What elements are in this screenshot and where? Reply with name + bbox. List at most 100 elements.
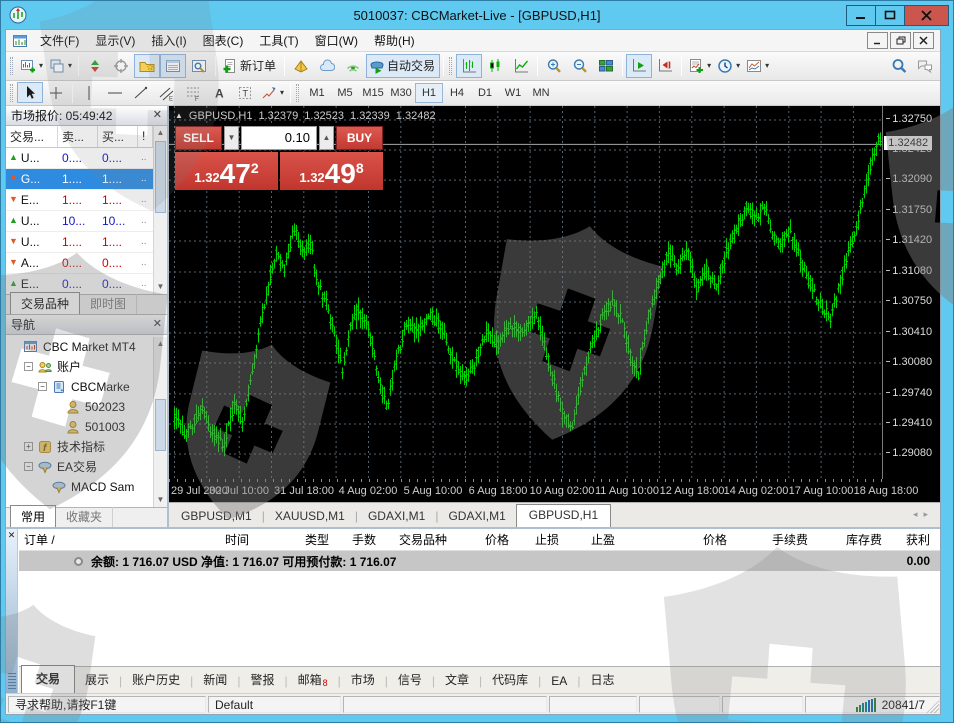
scroll-up-icon[interactable]: ▲ bbox=[156, 127, 165, 137]
terminal-tab-警报[interactable]: 警报 bbox=[250, 673, 275, 687]
mdi-restore-button[interactable] bbox=[890, 32, 911, 49]
toolbar-grip[interactable] bbox=[296, 83, 300, 102]
market-watch-row[interactable]: ▼ U... 1.... 1.... .. bbox=[6, 232, 153, 253]
metaeditor-button[interactable] bbox=[288, 54, 314, 78]
market-watch-row[interactable]: ▼ A... 0.... 0.... .. bbox=[6, 253, 153, 274]
volume-input[interactable]: 0.10 bbox=[241, 125, 317, 150]
new-order-button[interactable]: 新订单 bbox=[219, 54, 281, 78]
market-watch-button[interactable] bbox=[134, 53, 161, 78]
market-watch-tab[interactable]: 即时图 bbox=[80, 293, 138, 314]
resize-grip[interactable] bbox=[926, 700, 939, 713]
status-profile[interactable]: Default bbox=[208, 696, 341, 713]
navigator-node[interactable]: 502023 bbox=[6, 397, 153, 417]
timeframe-mn-button[interactable]: MN bbox=[532, 86, 550, 99]
navigator-node[interactable]: + f 技术指标 bbox=[6, 437, 153, 457]
navigator-node[interactable]: − 账户 bbox=[6, 357, 153, 377]
orders-column-header[interactable]: 止损 bbox=[534, 533, 559, 548]
timeframe-d1-button[interactable]: D1 bbox=[477, 86, 493, 99]
autotrading-button[interactable]: 自动交易 bbox=[366, 53, 441, 78]
chart-tab[interactable]: GDAXI,M1 bbox=[448, 509, 506, 524]
candlestick-chart[interactable] bbox=[169, 105, 883, 480]
chart-plot-area[interactable]: ▲ GBPUSD,H1 1.32379 1.32523 1.32339 1.32… bbox=[169, 105, 883, 480]
timeframe-m1-button[interactable]: M1 bbox=[309, 86, 325, 99]
terminal-tab-邮箱[interactable]: 邮箱 8 bbox=[297, 673, 328, 688]
market-watch-scrollbar[interactable]: ▲ ▼ bbox=[153, 125, 167, 294]
navigator-scrollbar[interactable]: ▲ ▼ bbox=[153, 336, 167, 508]
chart-tab[interactable]: XAUUSD,M1 bbox=[274, 509, 345, 524]
timeframe-m15-button[interactable]: M15 bbox=[362, 86, 384, 99]
hline-tool-button[interactable] bbox=[102, 82, 128, 103]
toolbar-grip[interactable] bbox=[449, 56, 453, 75]
toolbar-grip[interactable] bbox=[10, 56, 13, 75]
time-axis[interactable]: 29 Jul 2020 30 Jul 10:00 31 Jul 18:00 4 Aug… bbox=[169, 479, 940, 503]
timeframe-h4-button[interactable]: H4 bbox=[449, 86, 465, 99]
terminal-tab-交易[interactable]: 交易 bbox=[21, 665, 76, 693]
market-watch-tab[interactable]: 交易品种 bbox=[10, 291, 81, 314]
price-axis[interactable]: 1.327501.324201.320901.317501.314201.310… bbox=[882, 105, 940, 480]
menu-item-0[interactable]: 文件(F) bbox=[40, 34, 80, 48]
chart-shift-button[interactable] bbox=[652, 54, 678, 78]
crosshair-tool-button[interactable] bbox=[43, 82, 69, 103]
trendline-tool-button[interactable] bbox=[128, 82, 154, 103]
market-watch-row[interactable]: ▲ U... 10... 10... .. bbox=[6, 211, 153, 232]
new-chart-button[interactable]: ▾ bbox=[17, 54, 46, 78]
market-watch-row[interactable]: ▼ G... 1.... 1.... .. bbox=[6, 168, 153, 190]
close-button[interactable] bbox=[904, 4, 949, 26]
dropdown-arrow-icon[interactable]: ▾ bbox=[707, 61, 712, 71]
templates-button[interactable]: ▾ bbox=[743, 54, 772, 78]
search-button[interactable] bbox=[886, 54, 912, 78]
terminal-tab-EA[interactable]: EA bbox=[551, 674, 568, 688]
chart-tab[interactable]: GDAXI,M1 bbox=[367, 509, 426, 524]
menu-item-1[interactable]: 显示(V) bbox=[95, 34, 136, 48]
chart-tab[interactable]: GBPUSD,M1 bbox=[181, 509, 252, 524]
auto-scroll-button[interactable] bbox=[626, 53, 653, 78]
tree-expander-icon[interactable]: + bbox=[24, 442, 33, 452]
orders-column-header[interactable]: 订单 / bbox=[24, 533, 55, 548]
orders-column-header[interactable]: 止盈 bbox=[590, 533, 615, 548]
dropdown-arrow-icon[interactable]: ▾ bbox=[68, 61, 73, 71]
candlestick-button[interactable] bbox=[482, 54, 508, 78]
scroll-down-icon[interactable]: ▼ bbox=[156, 281, 165, 291]
menu-item-4[interactable]: 工具(T) bbox=[259, 34, 299, 48]
navigator-node[interactable]: MACD Sam bbox=[6, 477, 153, 497]
chart-tab-scroll-arrows[interactable]: ◂▸ bbox=[912, 509, 934, 520]
terminal-tab-日志[interactable]: 日志 bbox=[590, 673, 615, 687]
mdi-close-button[interactable] bbox=[913, 32, 934, 49]
menu-item-6[interactable]: 帮助(H) bbox=[373, 34, 415, 48]
tree-expander-icon[interactable]: − bbox=[24, 362, 33, 372]
dropdown-arrow-icon[interactable]: ▾ bbox=[765, 61, 770, 71]
indicators-button[interactable]: ▾ bbox=[685, 54, 714, 78]
market-watch-close-icon[interactable]: ✕ bbox=[152, 108, 162, 121]
market-watch-row[interactable]: ▲ U... 0.... 0.... .. bbox=[6, 148, 153, 169]
buy-button[interactable]: BUY bbox=[336, 125, 383, 150]
periods-button[interactable]: ▾ bbox=[714, 54, 743, 78]
menu-item-5[interactable]: 窗口(W) bbox=[314, 34, 358, 48]
navigator-node[interactable]: 501003 bbox=[6, 417, 153, 437]
terminal-tab-展示[interactable]: 展示 bbox=[85, 673, 110, 687]
terminal-tab-代码库[interactable]: 代码库 bbox=[492, 673, 529, 687]
sell-price-panel[interactable]: 1.32 47 2 bbox=[175, 151, 278, 190]
text-a-tool-button[interactable]: A bbox=[206, 82, 232, 103]
navigator-node[interactable]: − CBCMarke bbox=[6, 377, 153, 397]
sell-button[interactable]: SELL bbox=[175, 125, 222, 150]
navigator-node[interactable]: − EA交易 bbox=[6, 457, 153, 477]
cloud-button[interactable] bbox=[314, 54, 340, 78]
timeframe-m5-button[interactable]: M5 bbox=[337, 86, 353, 99]
tick-chart-button[interactable] bbox=[82, 54, 108, 78]
terminal-title-strip[interactable]: ✕ bbox=[6, 529, 18, 693]
terminal-tab-市场[interactable]: 市场 bbox=[350, 673, 375, 687]
zoom-out-button[interactable] bbox=[567, 54, 593, 78]
profiles-button[interactable]: ▾ bbox=[46, 54, 75, 78]
navigator-node[interactable]: CBC Market MT4 bbox=[6, 337, 153, 357]
dropdown-arrow-icon[interactable]: ▾ bbox=[39, 61, 44, 71]
minimize-button[interactable] bbox=[846, 4, 876, 26]
timeframe-h1-button[interactable]: H1 bbox=[415, 82, 444, 103]
cursor-tool-button[interactable] bbox=[17, 82, 43, 104]
channel-tool-button[interactable]: E bbox=[154, 82, 180, 103]
crosshair-target-button[interactable] bbox=[108, 54, 134, 78]
orders-column-header[interactable]: 价格 bbox=[484, 533, 509, 548]
vline-tool-button[interactable] bbox=[76, 82, 102, 103]
scrollbar-thumb[interactable] bbox=[155, 398, 166, 451]
zoom-in-button[interactable] bbox=[541, 54, 567, 78]
tree-expander-icon[interactable]: − bbox=[38, 382, 47, 392]
